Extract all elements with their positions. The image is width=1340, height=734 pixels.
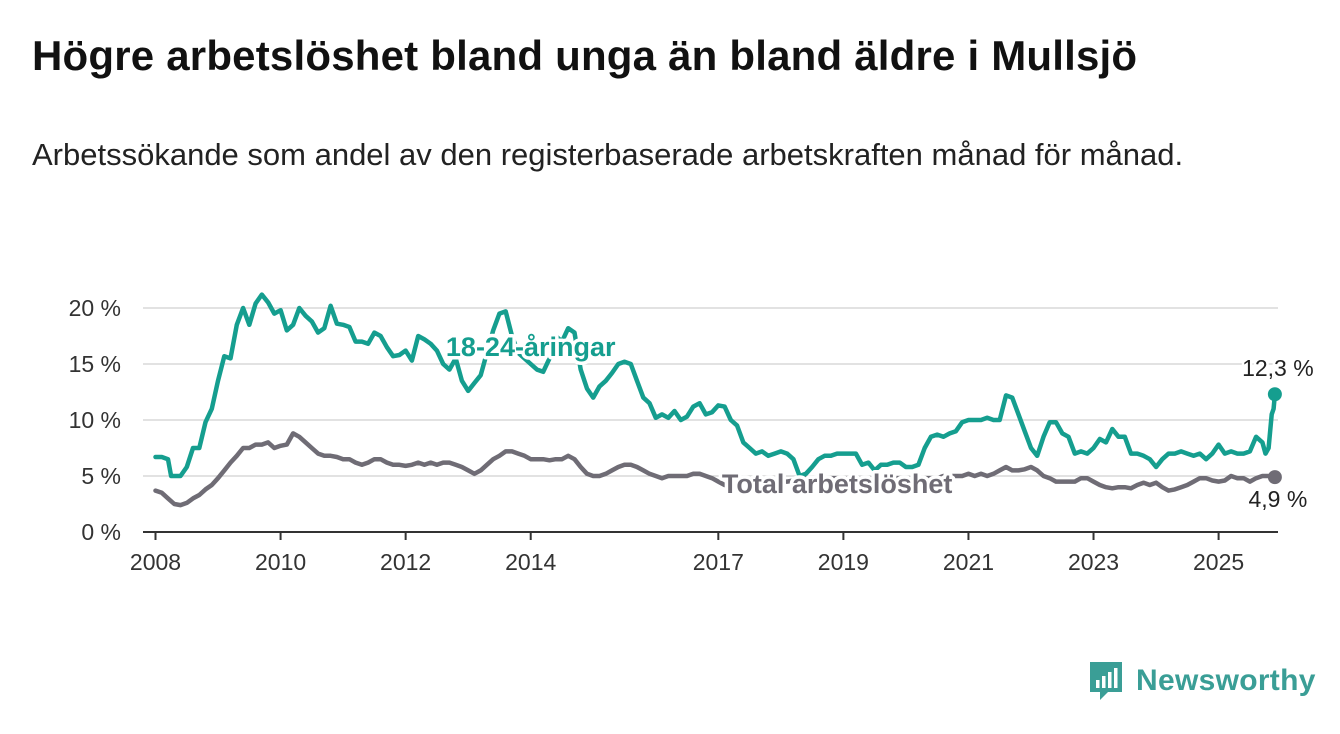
y-axis-tick-labels: 0 % 5 % 10 % 15 % 20 % — [69, 295, 121, 545]
end-value-label-18-24-ringar: 12,3 % — [1242, 355, 1314, 381]
series-line-18-24-ringar — [153, 292, 1278, 479]
y-tick-label: 5 % — [81, 463, 121, 489]
x-tick-label: 2010 — [255, 549, 306, 575]
end-point-total-arbetsl-shet — [1267, 470, 1282, 485]
y-tick-label: 0 % — [81, 519, 121, 545]
y-tick-label: 10 % — [69, 407, 121, 433]
end-point-18-24-ringar — [1267, 387, 1282, 402]
chart-subtitle: Arbetssökande som andel av den registerb… — [32, 137, 1184, 172]
line-chart: 0 %5 %10 %15 %20 % 2008 2010 2012 2014 2017 2… — [68, 292, 1316, 575]
brand-name: Newsworthy — [1136, 664, 1316, 697]
y-tick-label: 15 % — [69, 351, 121, 377]
x-tick-label: 2023 — [1068, 549, 1119, 575]
series-line-total-arbetsl-shet — [153, 431, 1278, 508]
y-tick-label: 20 % — [69, 295, 121, 321]
x-tick-label: 2008 — [130, 549, 181, 575]
x-tick-label: 2014 — [505, 549, 556, 575]
chart-title: Högre arbetslöshet bland unga än bland ä… — [32, 32, 1138, 79]
x-tick-label: 2021 — [943, 549, 994, 575]
x-tick-label: 2017 — [693, 549, 744, 575]
end-value-label-total-arbetsl-shet: 4,9 % — [1248, 486, 1307, 512]
series-label-total-arbetsl-shet: Total arbetslöshet — [722, 469, 953, 499]
series-labels: 18-24-åringar Total arbetslöshet 12,3 % 4,9… — [442, 329, 1316, 515]
series-label-18-24-ringar: 18-24-åringar — [446, 332, 616, 362]
x-tick-label: 2012 — [380, 549, 431, 575]
x-axis-ticks: 2008 2010 2012 2014 2017 2019 2021 2023 2025 — [130, 532, 1244, 575]
series-lines — [153, 292, 1282, 508]
x-tick-label: 2019 — [818, 549, 869, 575]
x-tick-label: 2025 — [1193, 549, 1244, 575]
brand-logo: Newsworthy — [1088, 660, 1316, 702]
newsworthy-logo-icon — [1090, 662, 1122, 700]
